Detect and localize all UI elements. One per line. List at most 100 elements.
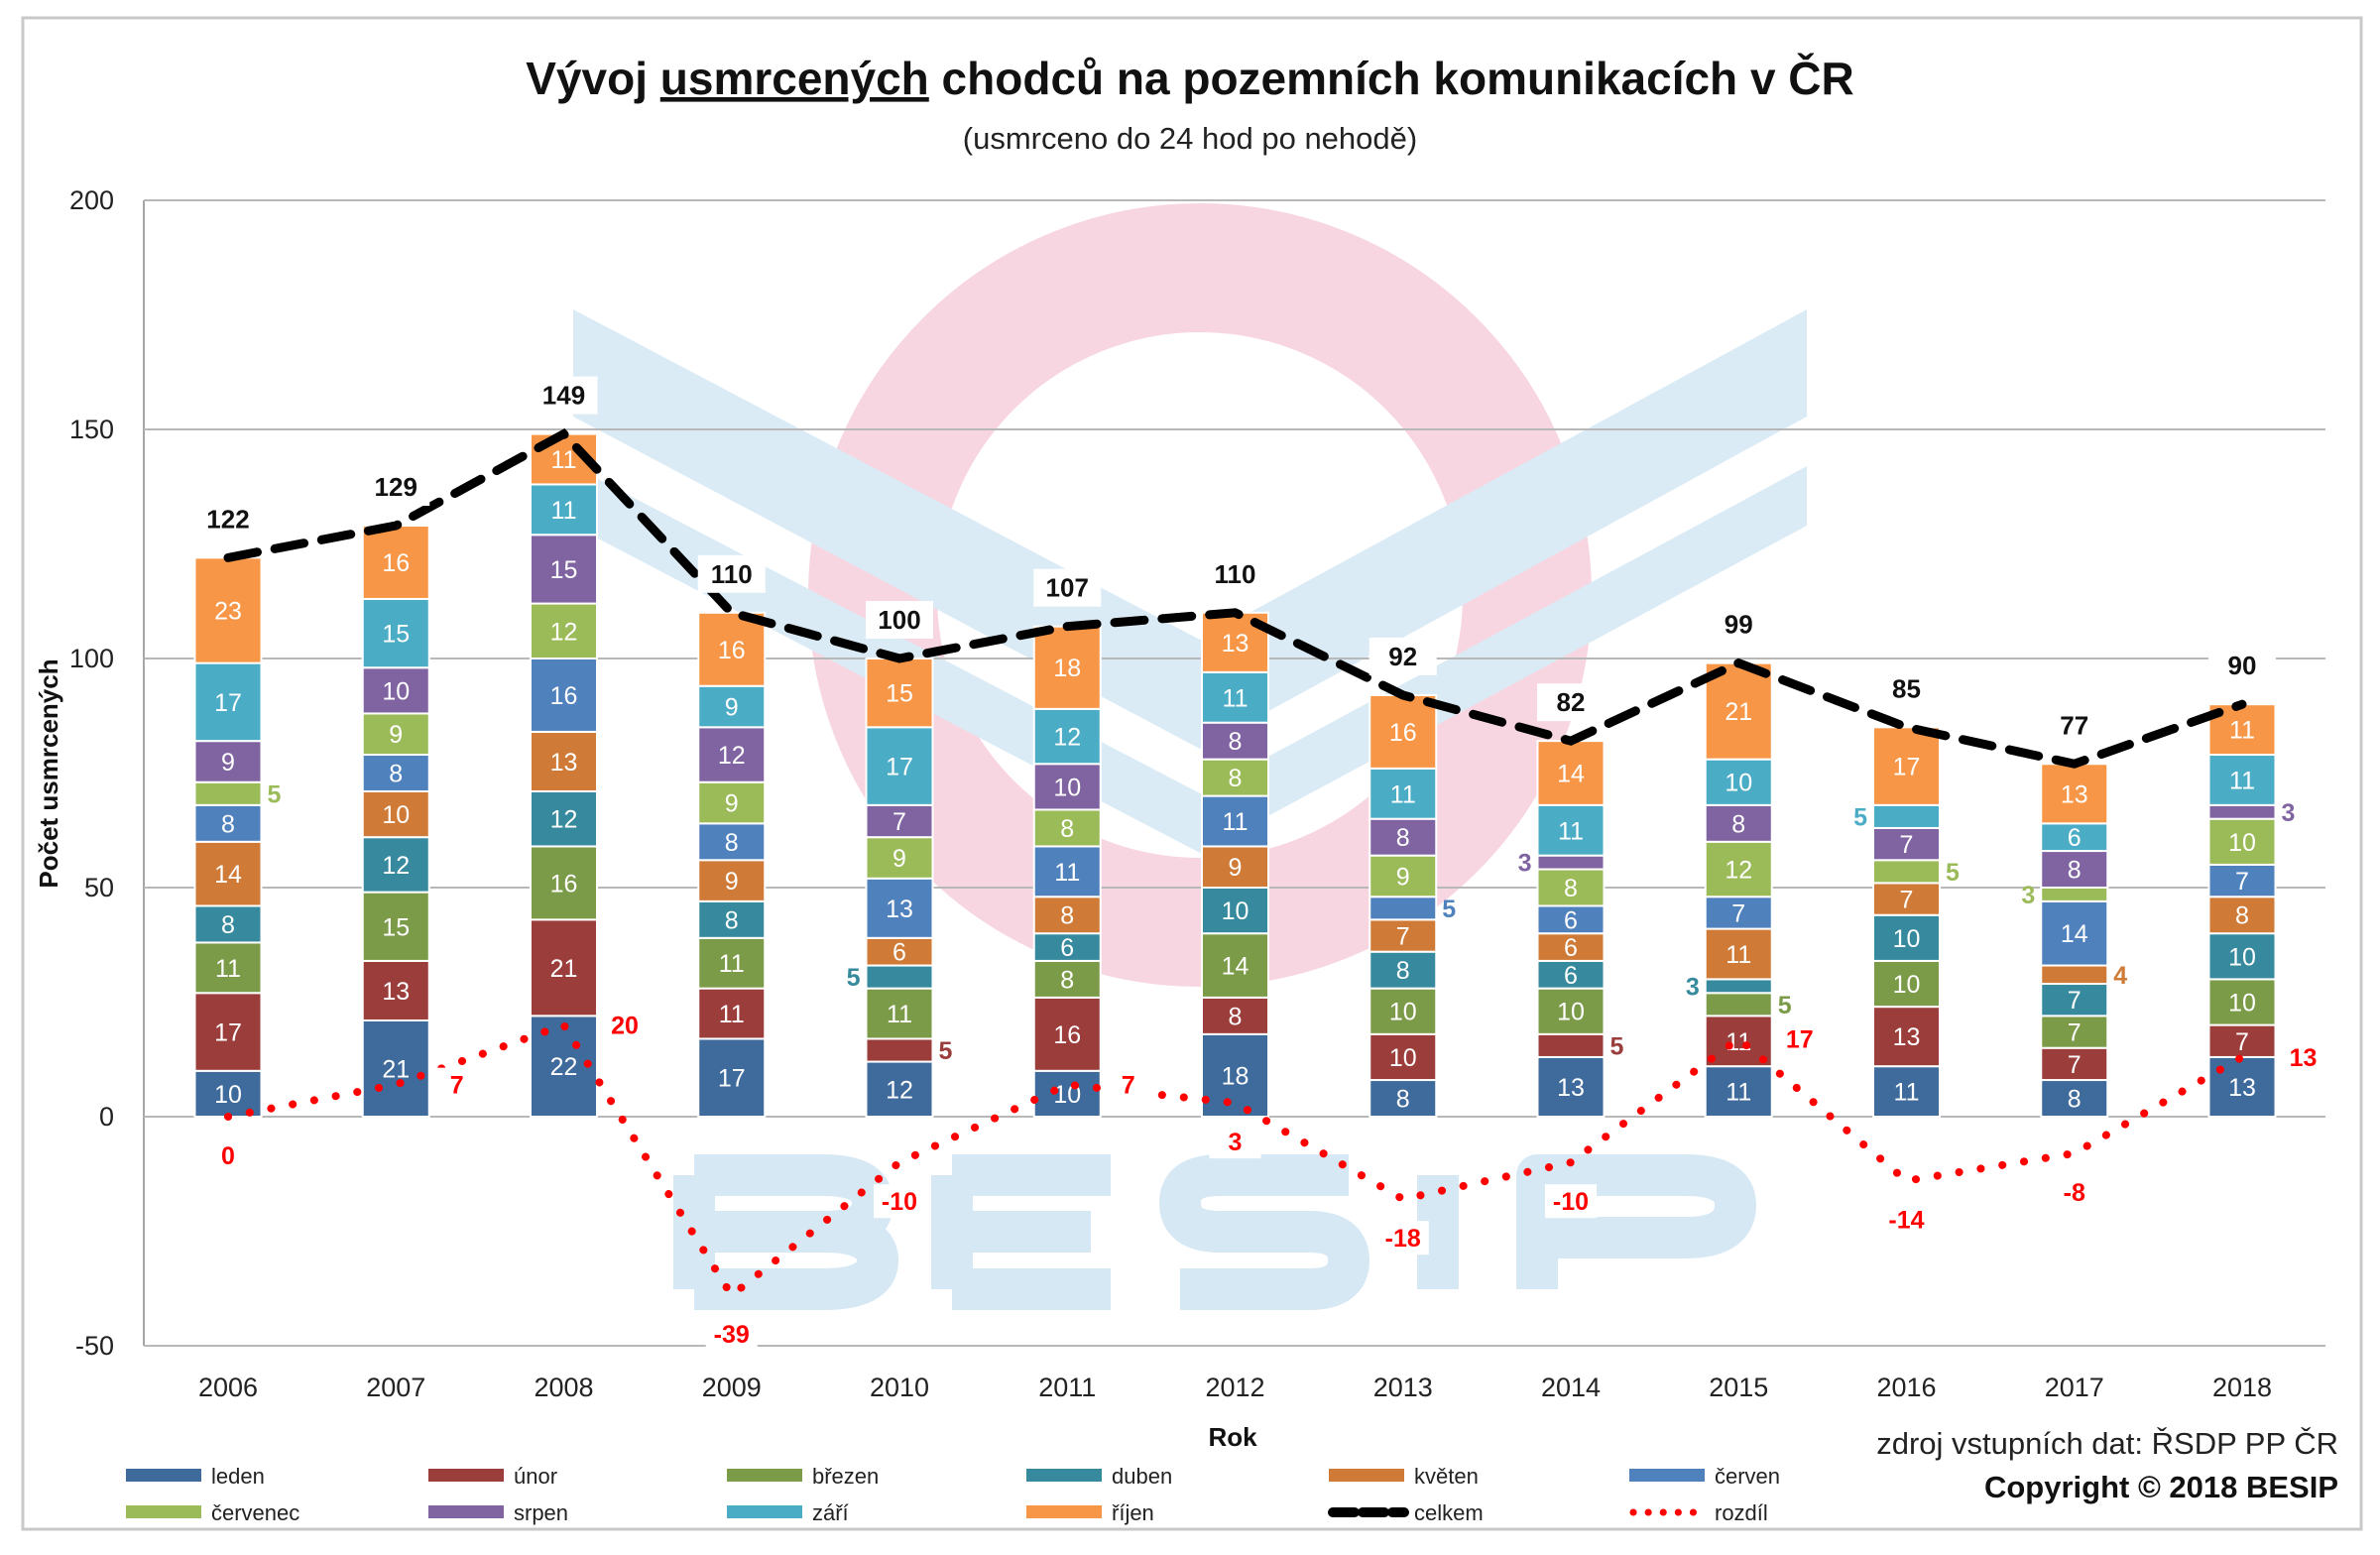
bar-segment-label: 8: [1229, 1003, 1243, 1030]
bar-segment: [1201, 721, 1269, 761]
celkem-label-bg: [2208, 647, 2276, 685]
bar-segment: [1368, 896, 1438, 921]
celkem-label-bg: [194, 500, 262, 538]
bar-segment: [1032, 707, 1102, 766]
celkem-label: 110: [1215, 559, 1256, 589]
bar-segment-label: 21: [1725, 698, 1752, 726]
bar-segment-label: 15: [382, 913, 410, 941]
bar-segment-label: 17: [214, 689, 242, 717]
bar-segment: [2040, 964, 2109, 986]
bar-segment-label: 6: [1564, 934, 1578, 962]
bar-segment-label: 18: [1222, 1062, 1250, 1090]
bar-segment-label: 11: [1223, 808, 1249, 836]
watermark-letter-p: [1516, 1154, 1756, 1289]
bar-segment: [361, 891, 430, 962]
bar-segment-label: 15: [550, 556, 578, 584]
rozdil-label-bg: [430, 1067, 483, 1102]
y-axis-label: Počet usmrcených: [34, 658, 63, 888]
celkem-label-bg: [1368, 637, 1437, 675]
celkem-label-bg: [1705, 605, 1773, 644]
bar-segment: [193, 556, 263, 664]
bar-segment-label: 6: [1564, 906, 1578, 934]
bar-segment-label: 9: [1229, 854, 1243, 882]
celkem-label-bg: [866, 601, 933, 639]
rozdil-label-bg: [1376, 1221, 1429, 1256]
legend-item-říjen: říjen: [1026, 1500, 1154, 1525]
bar-segment: [1872, 826, 1941, 862]
bar-segment: [1032, 1069, 1102, 1119]
bar-segment: [1704, 758, 1773, 806]
bar-segment-label: 8: [1396, 957, 1410, 985]
legend: leden únor březen duben květen červen červenec…: [126, 1464, 1780, 1525]
celkem-label: 92: [1388, 642, 1417, 671]
bar-segment-label: 9: [725, 790, 739, 818]
legend-item-květen: květen: [1329, 1464, 1479, 1489]
bar-segment-label: 10: [1389, 1044, 1417, 1072]
bar-segment-label: 11: [1223, 684, 1249, 712]
bar-segment-label: 12: [550, 806, 578, 834]
legend-label: rozdíl: [1715, 1500, 1768, 1525]
rozdil-label-bg: [1773, 1021, 1826, 1056]
bar-segment: [2207, 817, 2277, 866]
legend-label: červen: [1715, 1464, 1780, 1489]
bar-segment-label: 8: [1060, 966, 1074, 994]
bar-segment: [865, 936, 934, 967]
watermark-v-right: [1200, 309, 1807, 749]
bar-stack-2016: 11 13 10 10 7 5 7 5 17: [1853, 726, 1960, 1119]
bar-segment-label: 8: [1396, 824, 1410, 852]
bar-segment-label: 11: [1726, 1079, 1751, 1107]
bar-segment-label: 9: [725, 868, 739, 896]
bar-segment: [2207, 803, 2277, 820]
bar-segment-label: 11: [551, 446, 577, 474]
bar-segment-label: 17: [886, 754, 913, 781]
bar-segment-label: 8: [1731, 810, 1745, 838]
legend-item-březen: březen: [727, 1464, 879, 1489]
watermark-ring: [808, 203, 1592, 987]
bar-segment: [530, 602, 598, 659]
bar-segment: [1704, 927, 1773, 981]
bar-segment-label: 10: [214, 1081, 242, 1109]
bar-stack-2007: 21 13 15 12 10 8 9 10 15 16: [361, 525, 430, 1118]
bar-segment-label: 10: [1893, 971, 1921, 999]
bar-segment: [865, 964, 934, 990]
bar-segment-label: 4: [2113, 962, 2127, 990]
bar-segment: [2207, 754, 2277, 806]
bar-stack-2010: 12 5 11 5 6 13 9 7 17 15: [847, 658, 953, 1119]
bar-segment: [2040, 763, 2109, 825]
bar-segment-label: 13: [1222, 630, 1250, 658]
celkem-label: 85: [1892, 673, 1921, 703]
celkem-label-bg: [697, 554, 766, 593]
legend-item-celkem: celkem: [1328, 1500, 1484, 1525]
bar-segment-label: 9: [725, 694, 739, 722]
copyright-note: Copyright © 2018 BESIP: [1984, 1470, 2338, 1504]
bar-segment-label: 11: [719, 1001, 745, 1028]
bar-segment: [1201, 794, 1269, 848]
celkem-line: [223, 428, 2247, 769]
bar-segment-label: 6: [2068, 824, 2082, 852]
x-tick-label: 2017: [2045, 1373, 2104, 1402]
bar-segment-label: 8: [1564, 875, 1578, 902]
rozdil-label: -10: [882, 1188, 917, 1216]
bar-segment: [697, 822, 767, 862]
bar-segment-label: 13: [382, 978, 410, 1006]
bar-segment: [865, 803, 934, 839]
legend-swatch: [1629, 1469, 1705, 1482]
bar-segment: [530, 789, 598, 848]
bar-segment-label: 18: [1053, 655, 1081, 682]
bar-segment: [1536, 740, 1606, 806]
bar-segment-label: 10: [382, 801, 410, 829]
celkem-label-bg: [2040, 706, 2108, 745]
bar-segment-label: 7: [2235, 1028, 2249, 1056]
bar-segment-label: 13: [1893, 1023, 1921, 1051]
legend-swatch: [126, 1469, 201, 1482]
y-tick-label: 100: [69, 644, 114, 673]
bar-segment: [1536, 1055, 1606, 1118]
bar-segment-label: 10: [1389, 999, 1417, 1026]
bar-segment-label: 5: [1778, 992, 1792, 1019]
legend-swatch: [727, 1505, 802, 1518]
bar-segment: [1536, 959, 1606, 990]
bar-segment-label: 16: [382, 549, 410, 577]
bar-segment-label: 7: [1900, 831, 1914, 859]
legend-label: září: [812, 1500, 849, 1525]
